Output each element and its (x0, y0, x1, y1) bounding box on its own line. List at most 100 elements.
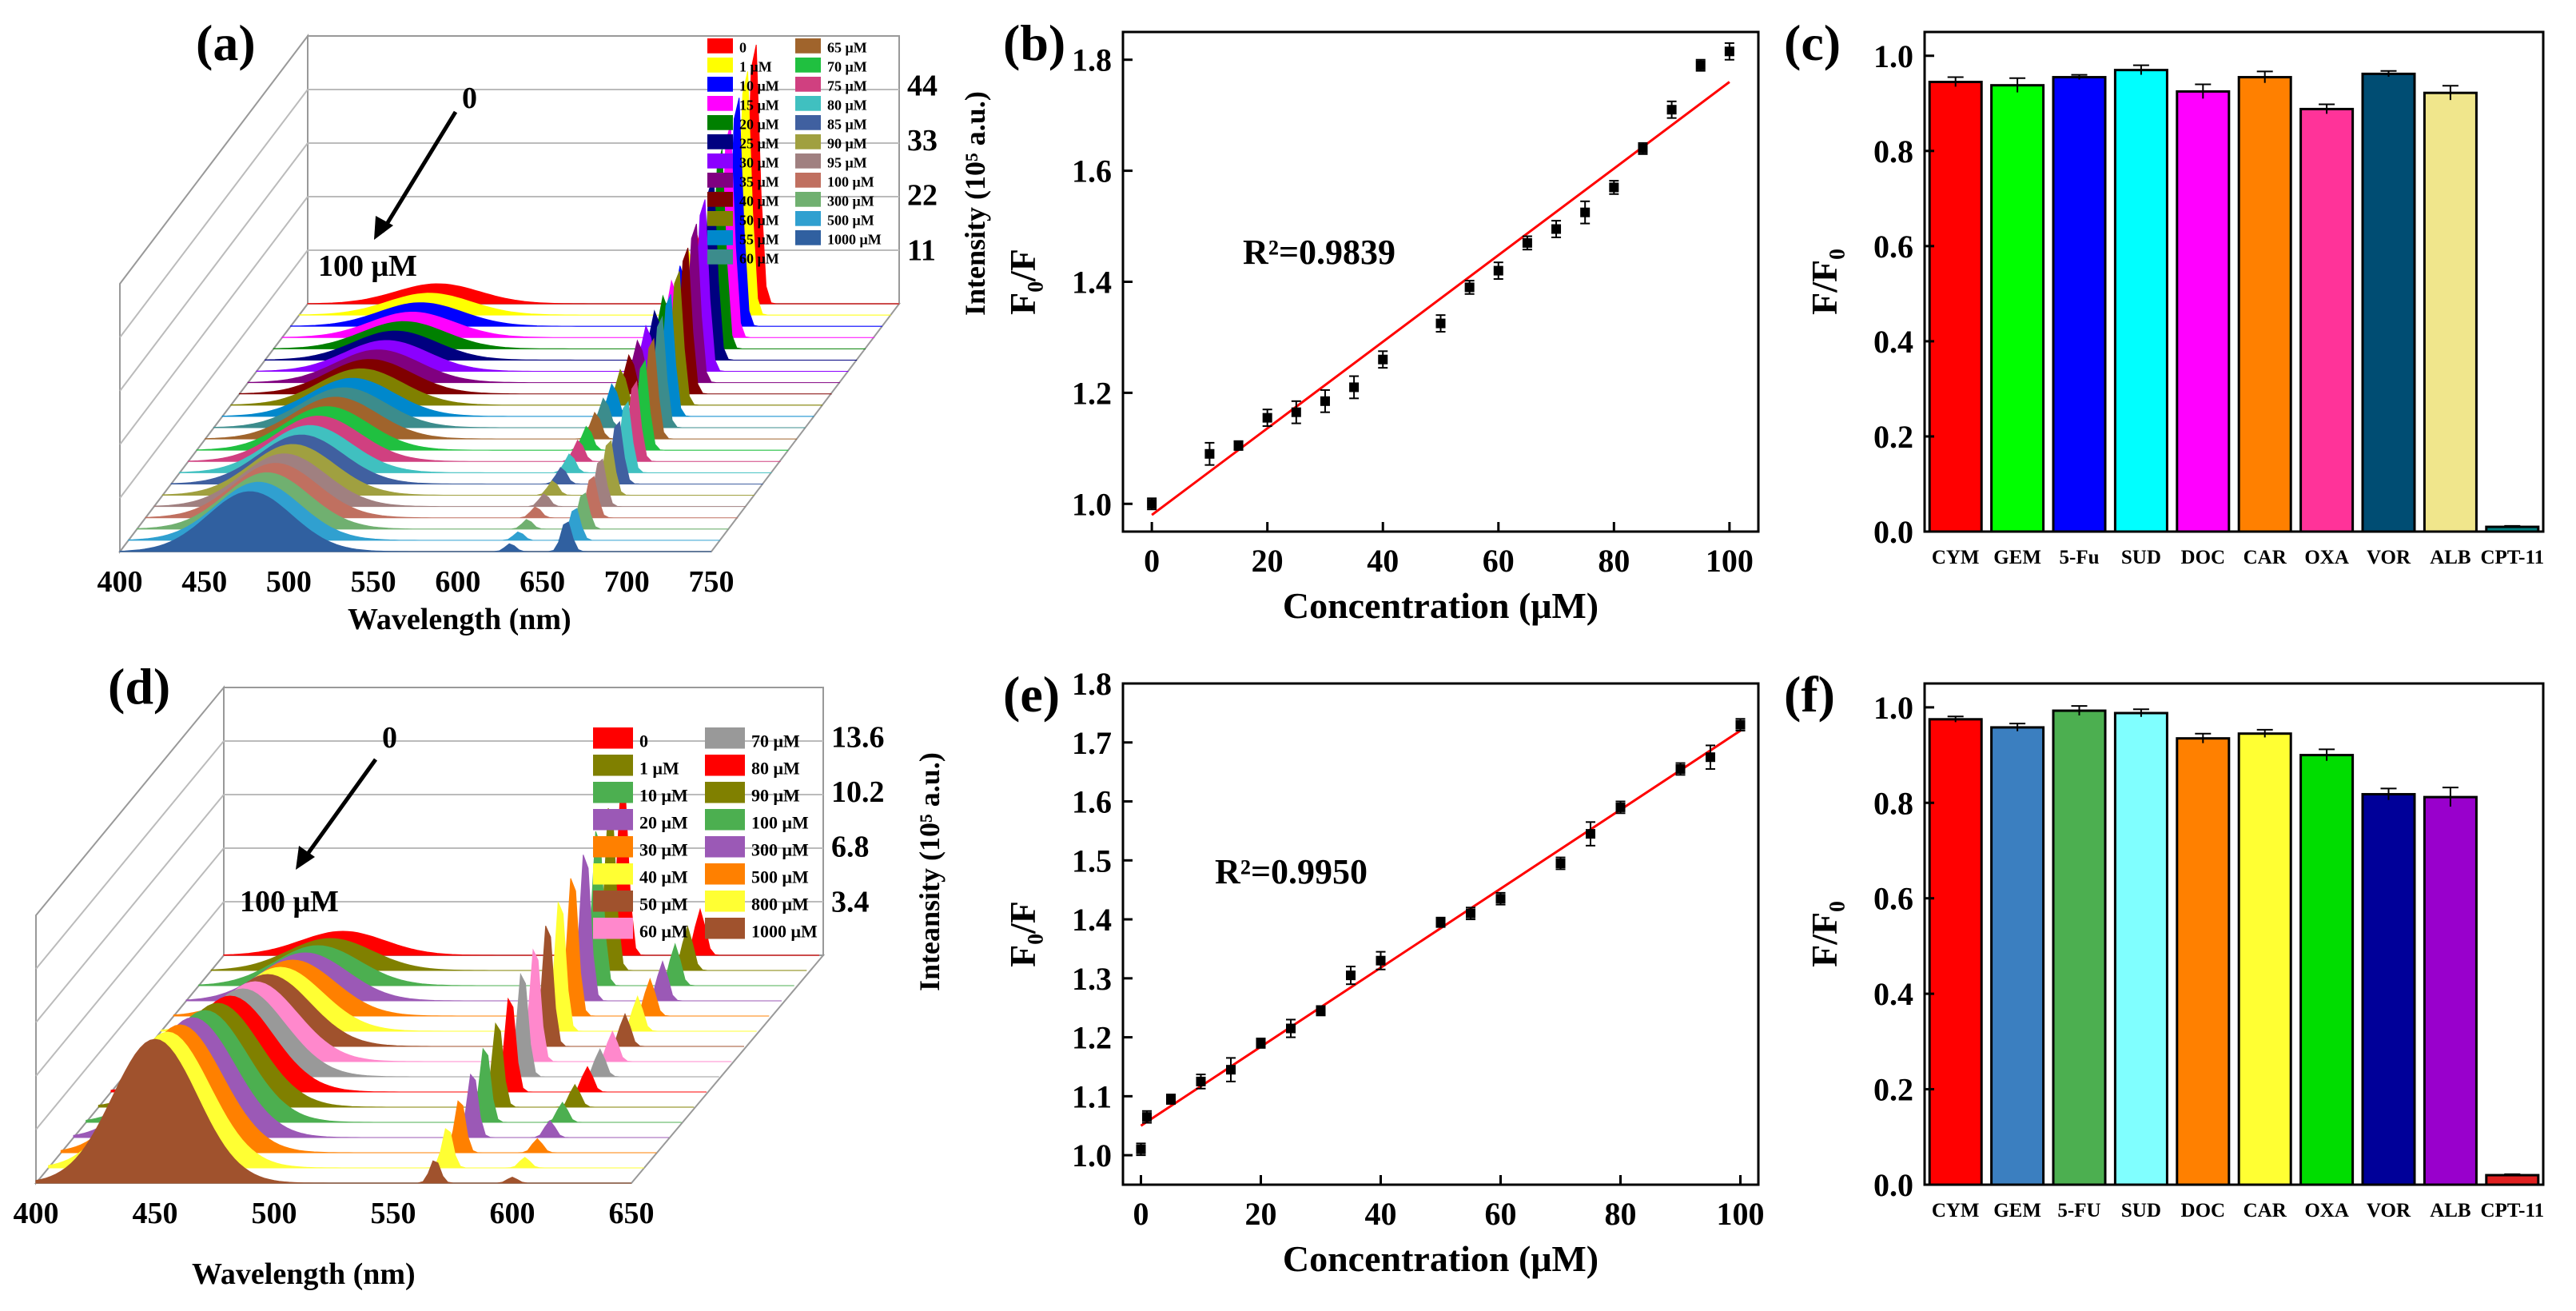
x-tick-label: 750 (689, 565, 735, 599)
chart-b-frame (1121, 30, 1760, 533)
panel-a-arrow-end: 100 μM (318, 249, 417, 283)
x-tick-label: 500 (252, 1197, 297, 1230)
legend-swatch (707, 96, 733, 111)
legend-swatch (795, 134, 821, 149)
panel-d-z-ticks: 3.4 6.8 10.2 13.6 (831, 720, 885, 918)
x-tick-label: 40 (1367, 543, 1399, 579)
y-tick-label: 1.4 (1072, 265, 1112, 301)
data-point (1493, 265, 1503, 276)
data-point (1256, 1038, 1266, 1048)
legend-label: 800 μM (751, 894, 809, 914)
x-tick-label: SUD (2121, 547, 2161, 568)
legend-label: 15 μM (739, 97, 779, 113)
data-point (1675, 763, 1686, 774)
panel-label-d: (d) (108, 658, 170, 715)
legend-swatch (705, 755, 745, 776)
wall-grid-line (35, 794, 225, 1023)
bar (2423, 91, 2478, 533)
legend-swatch (593, 891, 633, 912)
data-point (1166, 1094, 1176, 1105)
x-tick-label: 20 (1252, 543, 1284, 579)
z-tick-label: 22 (907, 179, 938, 213)
y-tick-label: 1.6 (1072, 153, 1112, 189)
x-tick-label: 60 (1483, 543, 1515, 579)
legend-swatch (593, 755, 633, 776)
data-point (1666, 105, 1677, 115)
x-tick-label: 20 (1245, 1196, 1277, 1232)
wall-grid-line (119, 196, 309, 445)
data-point (1638, 143, 1648, 153)
spectrum-trace (35, 1038, 631, 1184)
x-tick-label: 5-Fu (2060, 547, 2100, 568)
wall-grid-line (119, 249, 309, 499)
x-tick-label: VOR (2367, 547, 2411, 568)
x-tick-label: 100 (1706, 543, 1754, 579)
x-tick-label: 550 (371, 1197, 416, 1230)
legend-swatch (707, 230, 733, 245)
spectrum-trace (161, 902, 757, 1032)
data-point (1233, 440, 1244, 451)
bar (2361, 793, 2416, 1186)
legend-label: 1000 μM (827, 231, 882, 247)
legend-swatch (593, 782, 633, 803)
y-tick-label: 1.0 (1873, 38, 1913, 74)
panel-f-selectivity: (f) CYM GEM 5-FU SUD DOC CAR OXA VOR ALB CPT-11 0.… (1784, 666, 2545, 1221)
bar (2237, 76, 2292, 533)
data-point (1286, 1023, 1296, 1034)
y-tick-label: 0.8 (1873, 785, 1913, 821)
legend-label: 40 μM (739, 193, 779, 209)
x-tick-label: CPT-11 (2480, 547, 2544, 568)
data-point (1262, 412, 1272, 423)
x-tick-label: 500 (266, 565, 312, 599)
legend-label: 300 μM (751, 839, 809, 859)
data-point (1464, 282, 1475, 293)
x-tick-label: 550 (351, 565, 396, 599)
y-tick-label: 1.5 (1072, 843, 1112, 879)
y-tick-label: 0.0 (1873, 514, 1913, 550)
z-tick-label: 10.2 (831, 775, 885, 809)
legend-label: 70 μM (827, 58, 867, 74)
bar (2423, 795, 2478, 1186)
panel-b-linear-fit: (b) R²=0.9839 0 20 40 60 80 100 1.0 1.2 1.4 1.6 1.… (1002, 14, 1760, 626)
panel-d-z-label: Inteansity (10⁵ a.u.) (914, 752, 946, 991)
data-point (1706, 752, 1715, 763)
panel-d-spectra (35, 784, 819, 1184)
data-point (1378, 354, 1388, 365)
x-tick-label: 80 (1598, 543, 1630, 579)
legend-label: 50 μM (639, 894, 688, 914)
bar (2299, 754, 2355, 1186)
chart-c: CYM GEM 5-Fu SUD DOC CAR OXA VOR ALB CPT-11 0.0 0.2… (1804, 30, 2545, 568)
z-tick-label: 6.8 (831, 831, 870, 864)
legend-label: 60 μM (739, 250, 779, 266)
data-point (1349, 382, 1360, 393)
data-point (1609, 182, 1619, 193)
y-tick-label: 0.6 (1873, 881, 1913, 917)
legend-label: 90 μM (751, 785, 800, 805)
panel-a-x-ticks: 400 450 500 550 600 650 700 750 (98, 565, 735, 599)
legend-label: 55 μM (739, 231, 779, 247)
x-tick-label: CPT-11 (2480, 1200, 2544, 1221)
y-tick-label: 0.8 (1873, 133, 1913, 169)
x-tick-label: CYM (1932, 1200, 1980, 1221)
data-point (1435, 318, 1446, 329)
z-tick-label: 3.4 (831, 885, 870, 918)
legend-label: 80 μM (827, 97, 867, 113)
legend-label: 30 μM (639, 839, 688, 859)
data-point (1142, 1112, 1152, 1122)
panel-a-arrowhead (374, 216, 393, 240)
data-point (1580, 207, 1591, 217)
bar (1990, 726, 2045, 1186)
panel-d-arrowhead (296, 846, 315, 870)
panel-e-linear-fit: (e) R²=0.9950 0 20 40 60 80 100 1.0 1.1 1.2 1.3 1.… (1002, 666, 1765, 1279)
legend-label: 10 μM (639, 785, 688, 805)
chart-b: 0 20 40 60 80 100 1.0 1.2 1.4 1.6 1.8 Concentration… (1002, 30, 1760, 626)
panel-e-annotation: R²=0.9950 (1215, 852, 1368, 891)
bar (2052, 709, 2107, 1186)
x-axis-label: Concentration (μM) (1283, 585, 1599, 626)
legend-swatch (705, 836, 745, 858)
wall-grid-line (119, 89, 309, 338)
legend-swatch (795, 192, 821, 207)
panel-a-z-label: Intensity (10⁵ a.u.) (959, 91, 991, 316)
data-point (1320, 396, 1330, 406)
